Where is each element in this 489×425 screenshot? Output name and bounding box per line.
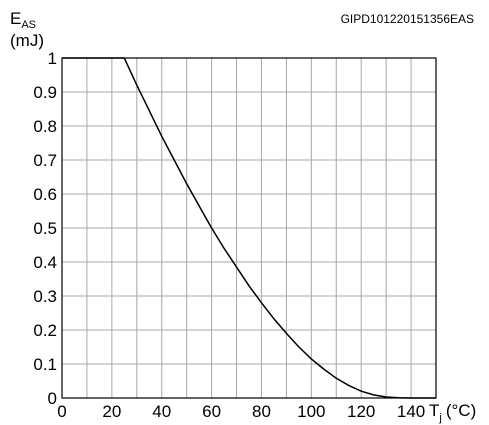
y-tick-label: 0.2: [33, 321, 57, 340]
x-axis-subscript: j: [438, 412, 441, 424]
x-tick-label: 120: [347, 402, 375, 421]
grid-lines: [62, 58, 436, 398]
y-axis-subscript: AS: [21, 19, 36, 31]
y-tick-label: 0.6: [33, 185, 57, 204]
series-line-eas: [62, 57, 436, 399]
y-axis-unit: (mJ): [10, 31, 44, 50]
x-tick-labels: 0 20 40 60 80 100 120 140: [57, 402, 425, 421]
x-tick-label: 0: [57, 402, 66, 421]
y-tick-label: 0.9: [33, 83, 57, 102]
diagram-code-label: GIPD101220151356EAS: [341, 12, 474, 26]
x-axis-symbol: T: [429, 401, 439, 420]
y-tick-label: 0.3: [33, 287, 57, 306]
x-tick-label: 140: [397, 402, 425, 421]
x-tick-label: 20: [102, 402, 121, 421]
x-axis-label: Tj (°C): [429, 401, 476, 424]
y-tick-label: 0.5: [33, 219, 57, 238]
plot-frame: [61, 57, 437, 399]
x-tick-label: 40: [152, 402, 171, 421]
x-tick-label: 100: [297, 402, 325, 421]
x-tick-label: 80: [252, 402, 271, 421]
y-axis-label: EAS: [10, 9, 36, 31]
y-tick-label: 0.8: [33, 117, 57, 136]
x-axis-unit: (°C): [446, 401, 476, 420]
y-tick-label: 0.1: [33, 355, 57, 374]
y-tick-label: 0.4: [33, 253, 57, 272]
x-tick-label: 60: [202, 402, 221, 421]
y-axis-symbol: E: [10, 9, 21, 28]
y-tick-labels: 0 0.1 0.2 0.3 0.4 0.5 0.6 0.7 0.8 0.9 1: [33, 49, 57, 408]
y-tick-label: 1: [48, 49, 57, 68]
y-tick-label: 0.7: [33, 151, 57, 170]
y-tick-label: 0: [48, 389, 57, 408]
